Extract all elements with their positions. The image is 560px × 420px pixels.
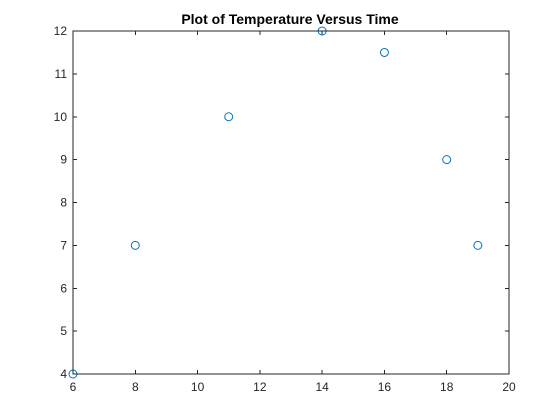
x-tick-label: 6 [70, 380, 77, 394]
plot-area [73, 31, 509, 374]
x-tick-label: 18 [440, 380, 454, 394]
y-tick-label: 8 [60, 196, 67, 210]
y-tick-label: 7 [60, 238, 67, 252]
x-tick-label: 12 [253, 380, 267, 394]
y-tick-label: 10 [54, 110, 68, 124]
x-tick-label: 14 [315, 380, 329, 394]
x-tick-label: 10 [191, 380, 205, 394]
data-point [473, 240, 483, 250]
x-tick-label: 8 [132, 380, 139, 394]
y-tick-label: 12 [54, 24, 68, 38]
data-point [224, 112, 234, 122]
y-tick-label: 9 [60, 153, 67, 167]
data-point [379, 47, 389, 57]
data-point [442, 155, 452, 165]
x-tick-label: 16 [378, 380, 392, 394]
data-point [130, 240, 140, 250]
x-tick-label: 20 [502, 380, 516, 394]
axis-ticks: 6 8 10 12 14 16 18 20 4 5 6 7 8 9 10 11 12 [54, 24, 516, 394]
chart-title: Plot of Temperature Versus Time [181, 11, 399, 27]
y-tick-label: 4 [60, 367, 67, 381]
axes-box [72, 30, 510, 375]
y-tick-label: 11 [55, 67, 68, 81]
y-tick-label: 5 [60, 324, 67, 338]
y-tick-label: 6 [60, 281, 67, 295]
